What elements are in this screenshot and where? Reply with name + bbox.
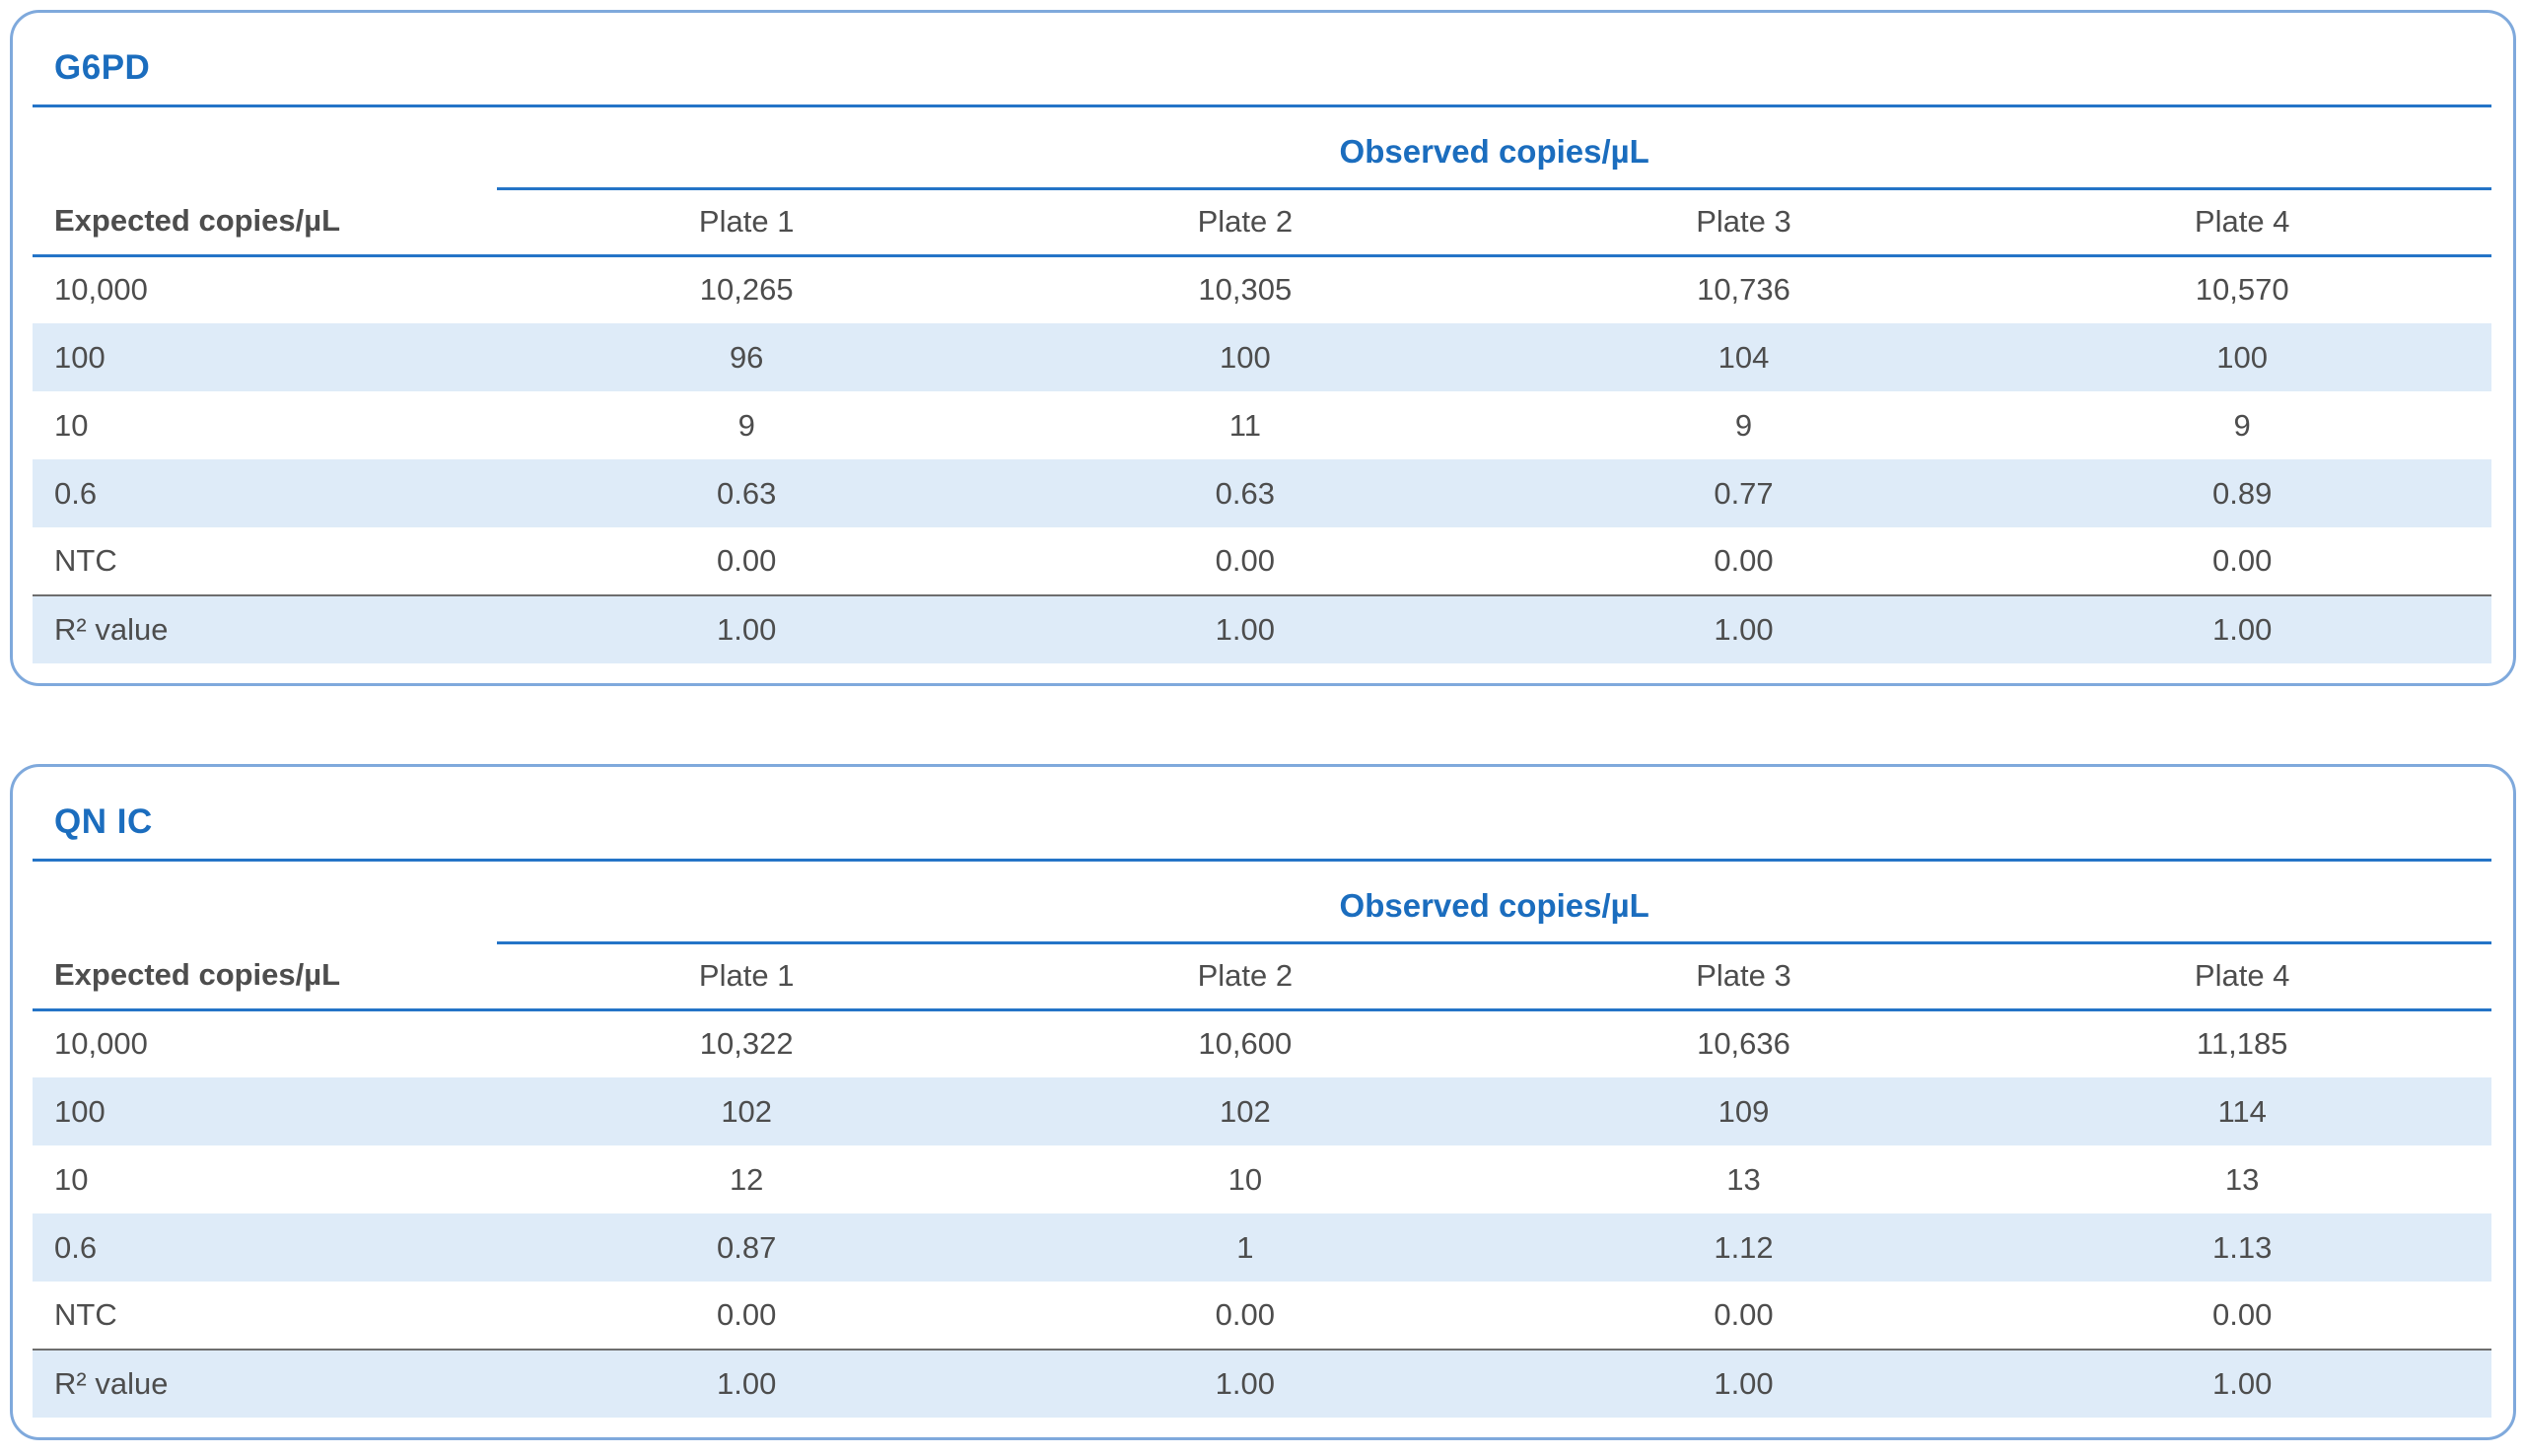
table-row: 10 9 11 9 9 bbox=[33, 391, 2491, 459]
observed-header-row: Observed copies/µL bbox=[33, 862, 2491, 944]
observed-value-cell: 1.00 bbox=[497, 594, 997, 663]
plate-2-header: Plate 2 bbox=[996, 188, 1495, 257]
expected-value-cell: 10,000 bbox=[54, 1026, 148, 1062]
table-title: G6PD bbox=[33, 23, 2491, 107]
observed-value-cell: 10,600 bbox=[1198, 1026, 1293, 1062]
table-row: 10,000 10,265 10,305 10,736 10,570 bbox=[33, 255, 2491, 323]
observed-value-cell: 0.00 bbox=[1714, 543, 1774, 578]
r-squared-label: R² value bbox=[33, 594, 498, 663]
observed-value-cell: 0.00 bbox=[717, 543, 777, 578]
observed-value-cell: 114 bbox=[2217, 1093, 2267, 1129]
observed-value-cell: 10,305 bbox=[1198, 272, 1293, 308]
r-squared-label: R² value bbox=[33, 1349, 498, 1418]
plate-2-header: Plate 2 bbox=[996, 942, 1495, 1011]
observed-value-cell: 1.00 bbox=[1494, 1349, 1994, 1418]
expected-value-cell: NTC bbox=[54, 1297, 117, 1332]
observed-value-cell: 10,265 bbox=[699, 272, 794, 308]
expected-copies-header: Expected copies/µL bbox=[33, 188, 498, 257]
table-title: QN IC bbox=[33, 777, 2491, 862]
observed-value-cell: 100 bbox=[2216, 339, 2269, 375]
qn-ic-card: QN IC Observed copies/µL Expected copies… bbox=[10, 764, 2516, 1440]
table-row: 0.6 0.87 1 1.12 1.13 bbox=[33, 1213, 2491, 1282]
expected-copies-header: Expected copies/µL bbox=[33, 942, 498, 1011]
observed-value-cell: 0.87 bbox=[717, 1229, 777, 1265]
observed-value-cell: 11,185 bbox=[2196, 1026, 2288, 1062]
plate-4-header: Plate 4 bbox=[1993, 188, 2491, 257]
observed-copies-header: Observed copies/µL bbox=[497, 862, 2491, 944]
observed-header-spacer bbox=[33, 107, 497, 188]
observed-header-row: Observed copies/µL bbox=[33, 107, 2491, 190]
observed-value-cell: 102 bbox=[721, 1093, 773, 1129]
observed-value-cell: 102 bbox=[1219, 1093, 1271, 1129]
table-row: NTC 0.00 0.00 0.00 0.00 bbox=[33, 1282, 2491, 1350]
r-squared-row: R² value 1.00 1.00 1.00 1.00 bbox=[33, 1349, 2491, 1418]
table-row: 10 12 10 13 13 bbox=[33, 1145, 2491, 1213]
observed-value-cell: 0.00 bbox=[2211, 543, 2273, 578]
observed-value-cell: 1.00 bbox=[996, 594, 1495, 663]
expected-value-cell: 10,000 bbox=[54, 272, 148, 308]
expected-value-cell: 10 bbox=[54, 1161, 89, 1197]
observed-value-cell: 0.63 bbox=[717, 475, 777, 511]
expected-value-cell: 0.6 bbox=[54, 1229, 98, 1265]
observed-value-cell: 0.77 bbox=[1714, 475, 1774, 511]
observed-value-cell: 0.00 bbox=[1215, 1297, 1276, 1332]
observed-value-cell: 10,636 bbox=[1697, 1026, 1790, 1062]
observed-value-cell: 13 bbox=[2224, 1161, 2260, 1197]
plate-1-header: Plate 1 bbox=[497, 942, 997, 1011]
observed-value-cell: 11 bbox=[1228, 407, 1261, 443]
plate-3-header: Plate 3 bbox=[1494, 188, 1994, 257]
observed-value-cell: 0.00 bbox=[2211, 1297, 2273, 1332]
observed-header-spacer bbox=[33, 862, 497, 942]
expected-value-cell: 0.6 bbox=[54, 475, 98, 511]
g6pd-card: G6PD Observed copies/µL Expected copies/… bbox=[10, 10, 2516, 686]
observed-value-cell: 1.00 bbox=[497, 1349, 997, 1418]
observed-value-cell: 0.00 bbox=[717, 1297, 777, 1332]
observed-copies-header: Observed copies/µL bbox=[497, 107, 2491, 190]
expected-value-cell: 10 bbox=[54, 407, 89, 443]
observed-value-cell: 96 bbox=[729, 339, 764, 375]
observed-value-cell: 0.00 bbox=[1714, 1297, 1774, 1332]
column-header-row: Expected copies/µL Plate 1 Plate 2 Plate… bbox=[33, 942, 2491, 1011]
expected-value-cell: 100 bbox=[54, 339, 105, 375]
observed-value-cell: 0.89 bbox=[2211, 475, 2273, 511]
observed-value-cell: 9 bbox=[2233, 407, 2251, 443]
g6pd-results-table: Observed copies/µL Expected copies/µL Pl… bbox=[33, 107, 2491, 663]
observed-value-cell: 100 bbox=[1219, 339, 1271, 375]
observed-value-cell: 9 bbox=[737, 407, 755, 443]
plate-4-header: Plate 4 bbox=[1993, 942, 2491, 1011]
expected-value-cell: 100 bbox=[54, 1093, 105, 1129]
observed-value-cell: 1.12 bbox=[1714, 1229, 1774, 1265]
observed-value-cell: 1.00 bbox=[1494, 594, 1994, 663]
qn-ic-results-table: Observed copies/µL Expected copies/µL Pl… bbox=[33, 862, 2491, 1418]
expected-value-cell: NTC bbox=[54, 543, 117, 578]
observed-value-cell: 0.00 bbox=[1215, 543, 1276, 578]
table-row: 10,000 10,322 10,600 10,636 11,185 bbox=[33, 1009, 2491, 1077]
observed-value-cell: 12 bbox=[729, 1161, 764, 1197]
observed-value-cell: 10,322 bbox=[699, 1026, 794, 1062]
observed-value-cell: 1.00 bbox=[1993, 594, 2491, 663]
table-row: NTC 0.00 0.00 0.00 0.00 bbox=[33, 527, 2491, 595]
table-row: 100 96 100 104 100 bbox=[33, 323, 2491, 391]
observed-value-cell: 104 bbox=[1718, 339, 1770, 375]
observed-value-cell: 1.13 bbox=[2211, 1229, 2273, 1265]
column-header-row: Expected copies/µL Plate 1 Plate 2 Plate… bbox=[33, 188, 2491, 257]
observed-value-cell: 109 bbox=[1718, 1093, 1770, 1129]
observed-value-cell: 1.00 bbox=[996, 1349, 1495, 1418]
plate-3-header: Plate 3 bbox=[1494, 942, 1994, 1011]
observed-value-cell: 10,570 bbox=[2195, 272, 2289, 308]
observed-value-cell: 0.63 bbox=[1215, 475, 1276, 511]
observed-value-cell: 13 bbox=[1726, 1161, 1761, 1197]
r-squared-row: R² value 1.00 1.00 1.00 1.00 bbox=[33, 594, 2491, 663]
plate-1-header: Plate 1 bbox=[497, 188, 997, 257]
observed-value-cell: 1.00 bbox=[1993, 1349, 2491, 1418]
observed-value-cell: 10,736 bbox=[1697, 272, 1790, 308]
observed-value-cell: 9 bbox=[1734, 407, 1753, 443]
table-row: 100 102 102 109 114 bbox=[33, 1077, 2491, 1145]
observed-value-cell: 1 bbox=[1236, 1229, 1254, 1265]
observed-value-cell: 10 bbox=[1227, 1161, 1263, 1197]
table-row: 0.6 0.63 0.63 0.77 0.89 bbox=[33, 459, 2491, 527]
